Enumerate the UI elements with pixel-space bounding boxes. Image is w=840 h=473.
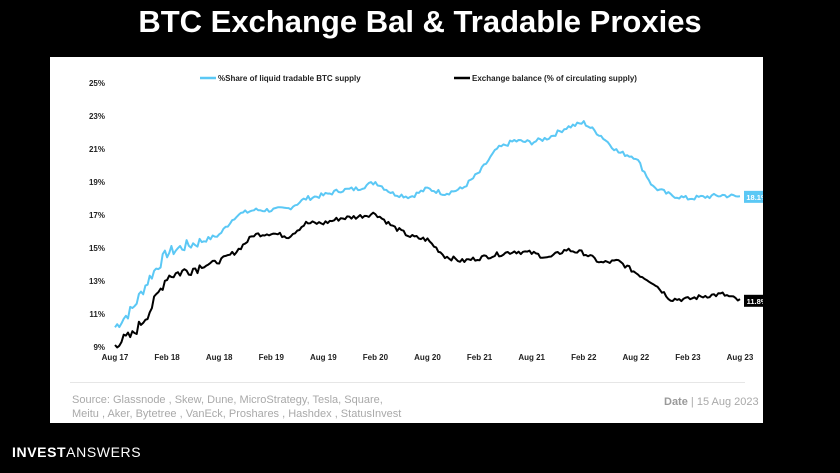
y-tick-label-6: 21% [89, 145, 105, 154]
end-labels: 18.1% 11.8% [744, 190, 763, 307]
x-tick-label-0: Aug 17 [102, 353, 129, 362]
legend-label-1: Exchange balance (% of circulating suppl… [472, 74, 637, 83]
slide-title: BTC Exchange Bal & Tradable Proxies [138, 4, 702, 39]
legend: %Share of liquid tradable BTC supply Exch… [200, 74, 637, 83]
y-tick-label-2: 13% [89, 277, 105, 286]
end-label-1: 11.8% [747, 297, 763, 306]
x-tick-label-8: Aug 21 [518, 353, 545, 362]
source-line-1: Source: Glassnode , Skew, Dune, MicroStr… [72, 394, 383, 406]
x-tick-label-7: Feb 21 [467, 353, 493, 362]
x-tick-label-10: Aug 22 [622, 353, 649, 362]
x-tick-label-2: Aug 18 [206, 353, 233, 362]
source-line-2: Meitu , Aker, Bytetree , VanEck, Proshar… [72, 408, 402, 420]
brand-logo: INVESTANSWERS [12, 444, 141, 460]
date-label: Date [664, 396, 688, 408]
end-label-box-0 [744, 190, 763, 203]
footer-divider [70, 382, 745, 383]
series-line-0 [114, 120, 741, 329]
series-line-1 [114, 211, 741, 349]
chart-panel: 9% 11% 13% 15% 17% 19% 21% 23% 25% Aug 17 Feb 18 A… [50, 57, 763, 423]
x-axis: Aug 17 Feb 18 Aug 18 Feb 19 Aug 19 Feb 20 Aug … [102, 353, 754, 362]
y-tick-label-0: 9% [93, 343, 105, 352]
y-axis: 9% 11% 13% 15% 17% 19% 21% 23% 25% [89, 79, 105, 352]
y-tick-label-7: 23% [89, 112, 105, 121]
x-tick-label-3: Feb 19 [259, 353, 285, 362]
x-tick-label-9: Feb 22 [571, 353, 597, 362]
brand-bold: INVEST [12, 444, 67, 460]
y-tick-label-5: 19% [89, 178, 105, 187]
y-tick-label-1: 11% [89, 310, 105, 319]
end-label-0: 18.1% [746, 193, 763, 202]
date-value: | 15 Aug 2023 [690, 396, 759, 408]
legend-label-0: %Share of liquid tradable BTC supply [218, 74, 361, 83]
y-tick-label-4: 17% [89, 211, 105, 220]
x-tick-label-4: Aug 19 [310, 353, 337, 362]
x-tick-label-12: Aug 23 [727, 353, 754, 362]
end-label-box-1 [744, 294, 763, 307]
source-note: Source: Glassnode , Skew, Dune, MicroStr… [72, 393, 492, 421]
y-tick-label-8: 25% [89, 79, 105, 88]
line-chart: 9%11%13%15%17%19%21%23%25% Aug 17 Feb 18 A… [89, 74, 763, 362]
date-note: Date | 15 Aug 2023 [664, 396, 759, 408]
y-tick-label-3: 15% [89, 244, 105, 253]
x-tick-label-5: Feb 20 [363, 353, 389, 362]
x-tick-label-11: Feb 23 [675, 353, 701, 362]
series-layer [114, 120, 741, 349]
x-tick-label-6: Aug 20 [414, 353, 441, 362]
brand-thin: ANSWERS [66, 444, 142, 460]
x-tick-label-1: Feb 18 [154, 353, 180, 362]
